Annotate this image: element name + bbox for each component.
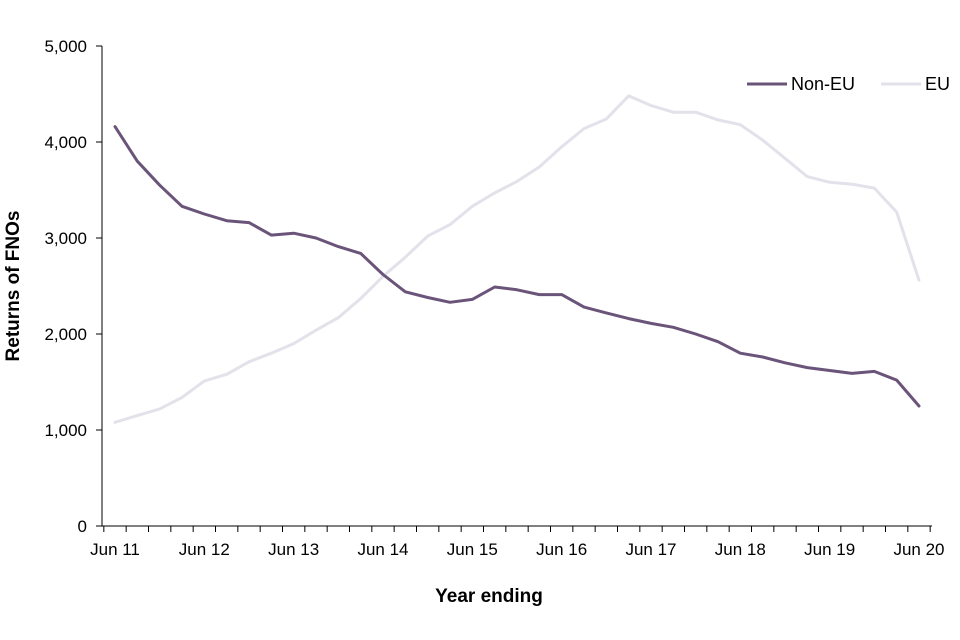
series-line-non-eu xyxy=(113,125,921,408)
x-tick-label: Jun 11 xyxy=(90,540,140,559)
y-tick-label: 4,000 xyxy=(44,133,87,152)
x-tick-label: Jun 16 xyxy=(536,540,587,559)
y-tick-label: 2,000 xyxy=(44,325,87,344)
x-tick-label: Jun 17 xyxy=(625,540,676,559)
y-tick-label: 1,000 xyxy=(44,421,87,440)
y-axis-title: Returns of FNOs xyxy=(3,211,24,362)
legend-label-eu: EU xyxy=(925,74,950,94)
x-axis-title: Year ending xyxy=(435,586,543,607)
x-tick-label: Jun 19 xyxy=(804,540,855,559)
x-tick-label: Jun 12 xyxy=(179,540,230,559)
legend: Non-EU EU xyxy=(747,74,950,94)
x-tick-label: Jun 13 xyxy=(268,540,319,559)
x-tick-label: Jun 20 xyxy=(893,540,944,559)
series-lines xyxy=(113,94,921,424)
y-axis-ticks: 0 1,000 2,000 3,000 4,000 5,000 xyxy=(44,37,102,536)
x-axis-ticks: Jun 11 Jun 12 Jun 13 Jun 14 Jun 15 Jun 16 Jun … xyxy=(90,526,945,559)
x-tick-label: Jun 15 xyxy=(447,540,498,559)
y-tick-label: 3,000 xyxy=(44,229,87,248)
series-line-eu xyxy=(113,94,921,424)
legend-label-non-eu: Non-EU xyxy=(791,74,855,94)
y-tick-label: 5,000 xyxy=(44,37,87,56)
x-tick-label: Jun 14 xyxy=(357,540,408,559)
y-tick-label: 0 xyxy=(78,517,87,536)
x-tick-label: Jun 18 xyxy=(715,540,766,559)
